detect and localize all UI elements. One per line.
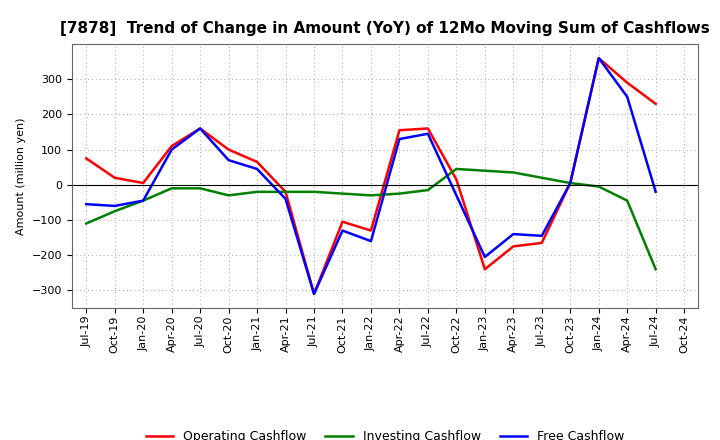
Free Cashflow xyxy=(623,94,631,99)
Investing Cashflow xyxy=(338,191,347,196)
Investing Cashflow xyxy=(452,166,461,172)
Investing Cashflow xyxy=(366,193,375,198)
Free Cashflow xyxy=(652,189,660,194)
Investing Cashflow xyxy=(139,198,148,203)
Operating Cashflow xyxy=(139,180,148,186)
Operating Cashflow xyxy=(395,128,404,133)
Operating Cashflow xyxy=(282,189,290,194)
Operating Cashflow xyxy=(509,244,518,249)
Operating Cashflow xyxy=(623,80,631,85)
Free Cashflow xyxy=(480,254,489,260)
Line: Free Cashflow: Free Cashflow xyxy=(86,58,656,294)
Investing Cashflow xyxy=(82,221,91,226)
Line: Operating Cashflow: Operating Cashflow xyxy=(86,58,656,294)
Operating Cashflow xyxy=(537,240,546,246)
Investing Cashflow xyxy=(110,209,119,214)
Free Cashflow xyxy=(423,131,432,136)
Operating Cashflow xyxy=(595,55,603,61)
Free Cashflow xyxy=(338,228,347,233)
Investing Cashflow xyxy=(225,193,233,198)
Free Cashflow xyxy=(139,198,148,203)
Operating Cashflow xyxy=(452,177,461,182)
Free Cashflow xyxy=(110,203,119,209)
Free Cashflow xyxy=(225,158,233,163)
Free Cashflow xyxy=(566,180,575,186)
Operating Cashflow xyxy=(310,291,318,297)
Free Cashflow xyxy=(82,202,91,207)
Investing Cashflow xyxy=(395,191,404,196)
Investing Cashflow xyxy=(509,170,518,175)
Free Cashflow xyxy=(537,233,546,238)
Free Cashflow xyxy=(253,166,261,172)
Investing Cashflow xyxy=(167,186,176,191)
Investing Cashflow xyxy=(566,180,575,186)
Investing Cashflow xyxy=(310,189,318,194)
Free Cashflow xyxy=(366,238,375,244)
Y-axis label: Amount (million yen): Amount (million yen) xyxy=(17,117,26,235)
Investing Cashflow xyxy=(537,175,546,180)
Line: Investing Cashflow: Investing Cashflow xyxy=(86,169,656,269)
Investing Cashflow xyxy=(623,198,631,203)
Free Cashflow xyxy=(595,55,603,61)
Legend: Operating Cashflow, Investing Cashflow, Free Cashflow: Operating Cashflow, Investing Cashflow, … xyxy=(141,425,629,440)
Investing Cashflow xyxy=(423,187,432,193)
Operating Cashflow xyxy=(566,180,575,186)
Investing Cashflow xyxy=(480,168,489,173)
Operating Cashflow xyxy=(167,143,176,149)
Free Cashflow xyxy=(310,291,318,297)
Operating Cashflow xyxy=(253,159,261,165)
Free Cashflow xyxy=(452,193,461,198)
Operating Cashflow xyxy=(423,126,432,131)
Operating Cashflow xyxy=(82,156,91,161)
Free Cashflow xyxy=(395,136,404,142)
Investing Cashflow xyxy=(282,189,290,194)
Operating Cashflow xyxy=(225,147,233,152)
Operating Cashflow xyxy=(110,175,119,180)
Free Cashflow xyxy=(196,126,204,131)
Investing Cashflow xyxy=(253,189,261,194)
Investing Cashflow xyxy=(652,267,660,272)
Free Cashflow xyxy=(509,231,518,237)
Free Cashflow xyxy=(282,196,290,202)
Operating Cashflow xyxy=(366,228,375,233)
Operating Cashflow xyxy=(652,101,660,106)
Title: [7878]  Trend of Change in Amount (YoY) of 12Mo Moving Sum of Cashflows: [7878] Trend of Change in Amount (YoY) o… xyxy=(60,21,710,36)
Operating Cashflow xyxy=(196,126,204,131)
Operating Cashflow xyxy=(480,267,489,272)
Investing Cashflow xyxy=(595,184,603,189)
Operating Cashflow xyxy=(338,219,347,224)
Free Cashflow xyxy=(167,147,176,152)
Investing Cashflow xyxy=(196,186,204,191)
